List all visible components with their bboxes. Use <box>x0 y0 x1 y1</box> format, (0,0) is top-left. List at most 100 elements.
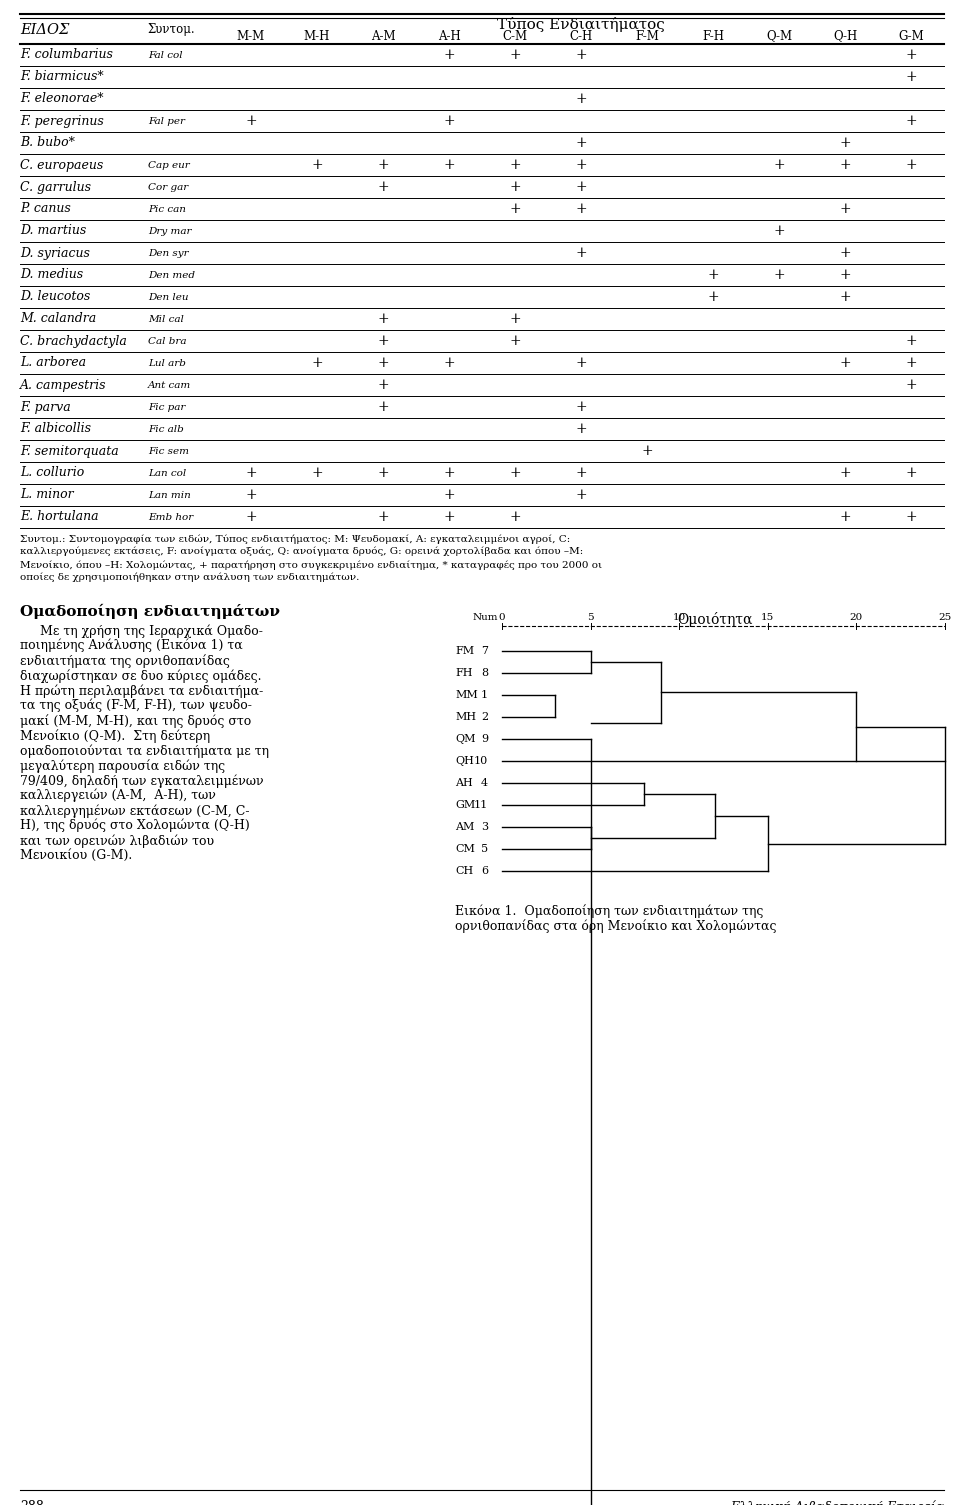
Text: F. semitorquata: F. semitorquata <box>20 444 119 458</box>
Text: +: + <box>839 245 851 260</box>
Text: +: + <box>905 357 917 370</box>
Text: +: + <box>444 114 455 128</box>
Text: Den leu: Den leu <box>148 292 188 301</box>
Text: +: + <box>311 357 323 370</box>
Text: +: + <box>575 135 587 150</box>
Text: +: + <box>509 158 521 172</box>
Text: Cor gar: Cor gar <box>148 182 188 191</box>
Text: +: + <box>575 202 587 217</box>
Text: +: + <box>444 48 455 62</box>
Text: 7: 7 <box>481 646 488 656</box>
Text: D. syriacus: D. syriacus <box>20 247 90 259</box>
Text: D. leucotos: D. leucotos <box>20 290 90 304</box>
Text: Pic can: Pic can <box>148 205 186 214</box>
Text: Τύπος Ενδιαιτήματος: Τύπος Ενδιαιτήματος <box>497 17 665 32</box>
Text: +: + <box>245 488 257 503</box>
Text: Den med: Den med <box>148 271 195 280</box>
Text: +: + <box>905 334 917 348</box>
Text: +: + <box>444 357 455 370</box>
Text: CH: CH <box>455 865 473 876</box>
Text: F. eleonorae*: F. eleonorae* <box>20 92 104 105</box>
Text: ΕΙΔΟΣ: ΕΙΔΟΣ <box>20 23 69 38</box>
Text: F. columbarius: F. columbarius <box>20 48 113 62</box>
Text: 6: 6 <box>481 865 488 876</box>
Text: D. martius: D. martius <box>20 224 86 238</box>
Text: +: + <box>311 158 323 172</box>
Text: +: + <box>509 467 521 480</box>
Text: M. calandra: M. calandra <box>20 313 96 325</box>
Text: Fic sem: Fic sem <box>148 447 189 456</box>
Text: Cap eur: Cap eur <box>148 161 190 170</box>
Text: M-H: M-H <box>303 30 330 42</box>
Text: Fic alb: Fic alb <box>148 424 183 433</box>
Text: B. bubo*: B. bubo* <box>20 137 75 149</box>
Text: και των ορεινών λιβαδιών του: και των ορεινών λιβαδιών του <box>20 834 214 847</box>
Text: +: + <box>509 202 521 217</box>
Text: +: + <box>773 158 785 172</box>
Text: +: + <box>245 510 257 524</box>
Text: +: + <box>708 268 719 281</box>
Text: 20: 20 <box>850 614 863 623</box>
Text: +: + <box>839 268 851 281</box>
Text: C-M: C-M <box>502 30 528 42</box>
Text: Emb hor: Emb hor <box>148 513 193 522</box>
Text: P. canus: P. canus <box>20 203 71 215</box>
Text: 5: 5 <box>481 844 488 853</box>
Text: Ant cam: Ant cam <box>148 381 191 390</box>
Text: 8: 8 <box>481 668 488 677</box>
Text: 79/409, δηλαδή των εγκαταλειμμένων: 79/409, δηλαδή των εγκαταλειμμένων <box>20 774 264 787</box>
Text: 10: 10 <box>673 614 685 623</box>
Text: +: + <box>575 400 587 414</box>
Text: +: + <box>575 488 587 503</box>
Text: +: + <box>311 467 323 480</box>
Text: +: + <box>641 444 653 458</box>
Text: L. arborea: L. arborea <box>20 357 86 370</box>
Text: M-M: M-M <box>237 30 265 42</box>
Text: +: + <box>839 510 851 524</box>
Text: +: + <box>575 245 587 260</box>
Text: ποιημένης Ανάλυσης (Εικόνα 1) τα: ποιημένης Ανάλυσης (Εικόνα 1) τα <box>20 640 243 653</box>
Text: +: + <box>509 312 521 327</box>
Text: +: + <box>377 378 389 391</box>
Text: +: + <box>839 357 851 370</box>
Text: CM: CM <box>455 844 475 853</box>
Text: +: + <box>708 290 719 304</box>
Text: 288: 288 <box>20 1500 44 1505</box>
Text: Fal col: Fal col <box>148 51 182 60</box>
Text: τα της οξυάς (F-M, F-H), των ψευδο-: τα της οξυάς (F-M, F-H), των ψευδο- <box>20 698 252 712</box>
Text: Μενοίκιο (Q-M).  Στη δεύτερη: Μενοίκιο (Q-M). Στη δεύτερη <box>20 728 210 743</box>
Text: 10: 10 <box>473 756 488 766</box>
Text: 25: 25 <box>938 614 951 623</box>
Text: L. minor: L. minor <box>20 489 74 501</box>
Text: +: + <box>377 400 389 414</box>
Text: +: + <box>839 158 851 172</box>
Text: +: + <box>575 421 587 436</box>
Text: L. collurio: L. collurio <box>20 467 84 480</box>
Text: Lan min: Lan min <box>148 491 191 500</box>
Text: μεγαλύτερη παρουσία ειδών της: μεγαλύτερη παρουσία ειδών της <box>20 759 226 772</box>
Text: F-M: F-M <box>636 30 659 42</box>
Text: +: + <box>839 467 851 480</box>
Text: +: + <box>905 158 917 172</box>
Text: καλλιεργειών (A-M,  A-H), των: καλλιεργειών (A-M, A-H), των <box>20 789 216 802</box>
Text: +: + <box>839 202 851 217</box>
Text: +: + <box>377 334 389 348</box>
Text: +: + <box>509 510 521 524</box>
Text: 15: 15 <box>761 614 775 623</box>
Text: MH: MH <box>455 712 476 722</box>
Text: Lan col: Lan col <box>148 468 186 477</box>
Text: 2: 2 <box>481 712 488 722</box>
Text: 0: 0 <box>498 614 505 623</box>
Text: +: + <box>905 71 917 84</box>
Text: Μενοικίου (G-M).: Μενοικίου (G-M). <box>20 849 132 862</box>
Text: +: + <box>245 467 257 480</box>
Text: +: + <box>377 357 389 370</box>
Text: ομαδοποιούνται τα ενδιαιτήματα με τη: ομαδοποιούνται τα ενδιαιτήματα με τη <box>20 743 269 757</box>
Text: G-M: G-M <box>899 30 924 42</box>
Text: +: + <box>245 114 257 128</box>
Text: F-H: F-H <box>702 30 724 42</box>
Text: Ελληνική Λιβαδοπονική Εταιρεία: Ελληνική Λιβαδοπονική Εταιρεία <box>730 1500 944 1505</box>
Text: Μενοίκιο, όπου –H: Χολομώντας, + παρατήρηση στο συγκεκριμένο ενδιαίτημα, * καταγ: Μενοίκιο, όπου –H: Χολομώντας, + παρατήρ… <box>20 560 602 569</box>
Text: FM: FM <box>455 646 474 656</box>
Text: Q-M: Q-M <box>766 30 792 42</box>
